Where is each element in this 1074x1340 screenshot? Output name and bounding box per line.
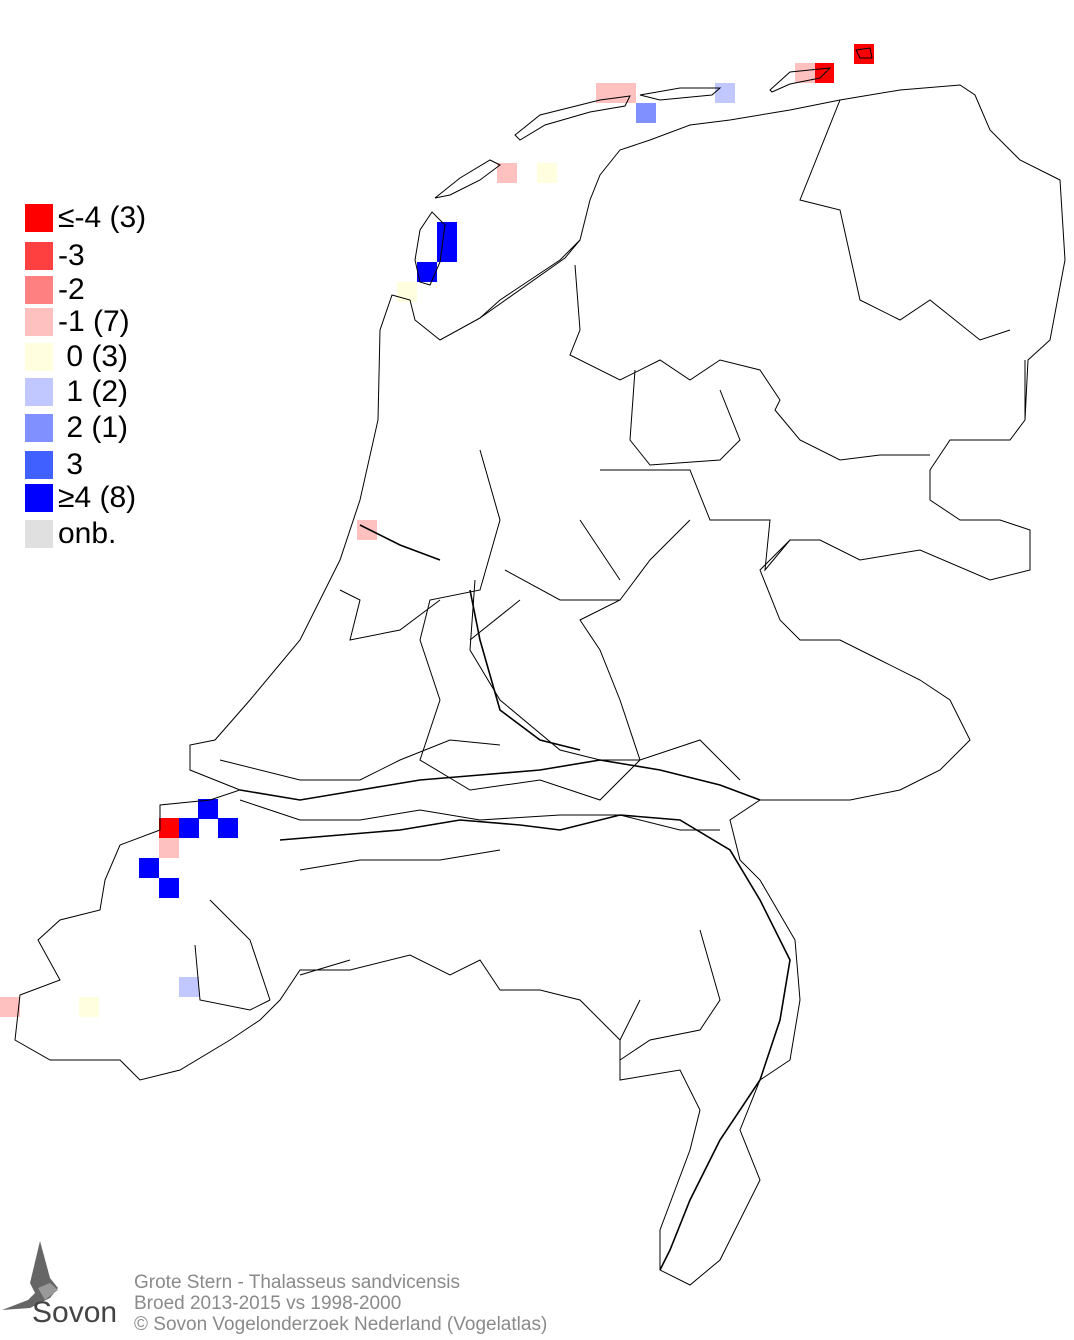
grid-cells: [0, 44, 874, 1017]
grid-cell: [139, 858, 159, 878]
legend-swatch: [25, 276, 53, 304]
legend-label: 0 (3): [58, 340, 129, 373]
grid-cell: [795, 63, 815, 83]
legend-item: -1 (7): [25, 305, 130, 338]
legend-item: onb.: [25, 517, 117, 550]
grid-cell: [417, 262, 437, 282]
grid-cell: [357, 520, 377, 540]
legend-swatch: [25, 451, 53, 479]
grid-cell: [159, 818, 179, 838]
ameland-outline: [639, 87, 722, 101]
map-caption: Grote Stern - Thalasseus sandvicensis Br…: [134, 1272, 547, 1335]
legend-label: -3: [58, 239, 85, 272]
legend-item: 0 (3): [25, 340, 129, 373]
legend-item: ≥4 (8): [25, 481, 137, 514]
grid-cell: [437, 222, 457, 242]
sovon-bird-logo: [2, 1241, 58, 1310]
legend-label: 1 (2): [58, 375, 129, 408]
caption-species: Grote Stern - Thalasseus sandvicensis: [134, 1272, 460, 1293]
legend-swatch: [25, 308, 53, 336]
province-borders: [194, 99, 1026, 1061]
grid-cell: [537, 163, 557, 183]
grid-cell: [814, 63, 834, 83]
legend-label: -2: [58, 273, 85, 306]
grid-cell: [79, 997, 99, 1017]
grid-cell: [854, 44, 874, 64]
grid-cell: [218, 818, 238, 838]
grid-cell: [159, 838, 179, 858]
rottumeroog-outline: [855, 47, 873, 59]
caption-copyright: © Sovon Vogelonderzoek Nederland (Vogela…: [134, 1314, 548, 1335]
legend-label: ≥4 (8): [58, 481, 137, 514]
sovon-logo-text: Sovon: [32, 1296, 118, 1329]
grid-cell: [715, 83, 735, 103]
legend-item: 3: [25, 448, 84, 481]
legend-label: ≤-4 (3): [58, 201, 147, 234]
legend-swatch: [25, 520, 53, 548]
rivers: [239, 524, 791, 1271]
legend-swatch: [25, 414, 53, 442]
grid-cell: [497, 163, 517, 183]
grid-cell: [198, 799, 218, 819]
map-outline: [14, 47, 1066, 1286]
legend-label: 3: [58, 448, 84, 481]
grid-cell: [179, 977, 199, 997]
legend-item: ≤-4 (3): [25, 201, 147, 234]
legend-item: 2 (1): [25, 411, 129, 444]
legend-swatch: [25, 484, 53, 512]
grid-cell: [0, 997, 20, 1017]
caption-period: Broed 2013-2015 vs 1998-2000: [134, 1293, 402, 1314]
legend-label: 2 (1): [58, 411, 129, 444]
grid-cell: [397, 282, 417, 302]
legend-item: -2: [25, 273, 85, 306]
legend-item: -3: [25, 239, 85, 272]
mainland-outline: [14, 84, 1066, 1286]
grid-cell: [636, 103, 656, 123]
legend-label: -1 (7): [58, 305, 130, 338]
ijsselmeer-afsluitdijk: [479, 239, 581, 319]
vlieland-outline: [434, 159, 501, 199]
grid-cell: [179, 818, 199, 838]
texel-outline: [414, 211, 446, 286]
grid-cell: [159, 878, 179, 898]
terschelling-outline: [514, 95, 631, 141]
legend-label: onb.: [58, 517, 117, 550]
legend-item: 1 (2): [25, 375, 129, 408]
legend-swatch: [25, 343, 53, 371]
grid-cell: [596, 83, 616, 103]
legend-swatch: [25, 378, 53, 406]
legend-swatch: [25, 242, 53, 270]
schiermonnikoog-outline: [769, 67, 832, 93]
grid-cell: [616, 83, 636, 103]
legend-swatch: [25, 204, 53, 232]
